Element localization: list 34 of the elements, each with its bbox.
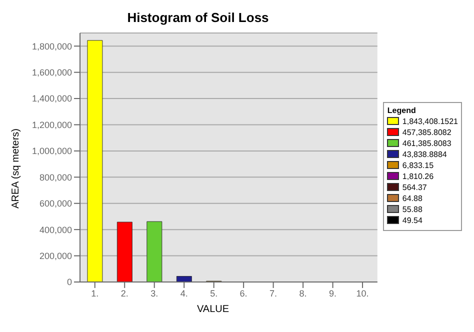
x-tick-label: 1. [91, 288, 99, 298]
legend-label: 55.88 [402, 204, 422, 214]
y-tick-label: 0 [66, 277, 72, 288]
legend-label: 461,385.8083 [402, 138, 452, 148]
legend-label: 6,833.15 [402, 160, 434, 170]
x-axis-title: VALUE [196, 304, 230, 315]
y-tick-label: 1,200,000 [32, 120, 72, 130]
legend-title: Legend [387, 106, 417, 114]
x-tick-label: 7. [270, 288, 278, 298]
y-axis-title: AREA (sq meters) [10, 128, 22, 208]
legend-label: 43,838.8884 [402, 150, 447, 158]
x-tick-label: 2. [120, 288, 128, 298]
x-tick-label: 9. [329, 288, 337, 298]
y-tick-label: 400,000 [39, 224, 72, 235]
legend-label: 1,810.26 [402, 172, 434, 180]
y-tick-label: 800,000 [39, 172, 72, 182]
y-tick-label: 1,600,000 [32, 68, 72, 78]
x-tick-label: 8. [299, 288, 307, 298]
y-tick-label: 600,000 [39, 198, 72, 209]
x-tick-label: 5. [210, 288, 218, 298]
legend-label: 1,843,408.1521 [402, 116, 458, 126]
y-tick-label: 1,400,000 [32, 94, 72, 104]
legend-label: 457,385.8082 [402, 128, 452, 136]
chart-title: Histogram of Soil Loss [126, 10, 270, 25]
x-tick-label: 3. [150, 288, 158, 298]
y-tick-label: 1,800,000 [32, 41, 72, 52]
x-tick-label: 4. [180, 288, 188, 298]
x-tick-label: 10. [356, 288, 369, 298]
y-tick-label: 200,000 [39, 250, 72, 261]
legend-label: 564.37 [402, 182, 427, 192]
legend-label: 64.88 [402, 194, 422, 202]
legend-label: 49.54 [402, 216, 422, 224]
x-tick-label: 6. [240, 288, 248, 298]
y-tick-label: 1,000,000 [32, 146, 72, 156]
